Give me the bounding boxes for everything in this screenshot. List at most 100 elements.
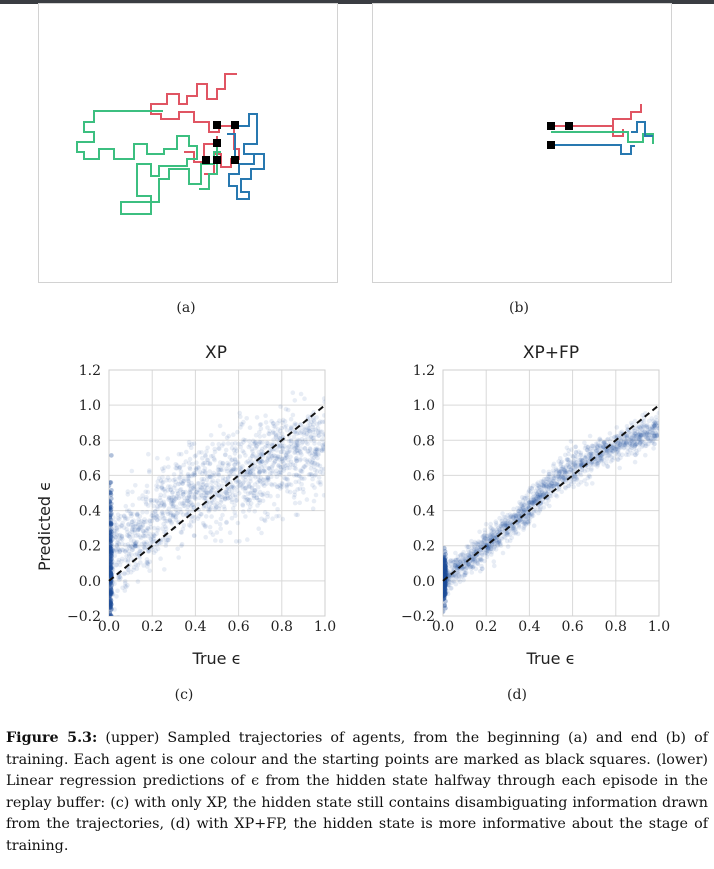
scatter-point xyxy=(539,487,544,492)
scatter-point xyxy=(109,498,112,504)
scatter-point xyxy=(317,419,323,424)
scatter-point xyxy=(279,449,284,454)
scatter-point xyxy=(494,538,500,543)
scatter-point xyxy=(176,491,181,496)
scatter-point xyxy=(510,516,515,521)
scatter-point xyxy=(203,490,208,495)
scatter-point xyxy=(587,451,592,457)
scatter-point xyxy=(208,474,213,480)
scatter-point xyxy=(109,600,113,606)
scatter-point xyxy=(633,435,638,441)
scatter-point xyxy=(443,599,448,604)
scatter-point xyxy=(556,486,562,492)
scatter-point xyxy=(572,477,577,482)
x-tick-label: 0.8 xyxy=(605,619,627,635)
scatter-point xyxy=(572,453,578,458)
scatter-point xyxy=(212,457,217,463)
scatter-point xyxy=(471,546,477,552)
scatter-point xyxy=(179,541,185,547)
scatter-point xyxy=(133,541,139,547)
scatter-point xyxy=(632,431,638,436)
scatter-point xyxy=(119,534,125,539)
scatter-point xyxy=(291,434,297,440)
scatter-point xyxy=(236,480,241,485)
scatter-point xyxy=(543,482,548,487)
scatter-point xyxy=(593,459,598,465)
scatter-point xyxy=(640,412,645,418)
scatter-point xyxy=(551,475,557,481)
blue-agent-trajectory-2 xyxy=(631,121,653,137)
scatter-point xyxy=(230,484,236,490)
scatter-point xyxy=(566,460,571,465)
scatter-point xyxy=(504,538,510,544)
scatter-point xyxy=(117,574,122,580)
scatter-point xyxy=(443,572,448,577)
scatter-point xyxy=(109,553,113,559)
scatter-point xyxy=(514,516,520,522)
scatter-point xyxy=(246,444,251,450)
scatter-point xyxy=(644,424,650,429)
scatter-point xyxy=(645,432,651,437)
scatter-point xyxy=(177,487,183,493)
scatter-point xyxy=(180,489,186,495)
scatter-point xyxy=(456,569,461,574)
scatter-point xyxy=(285,451,290,456)
scatter-point xyxy=(144,519,149,524)
scatter-point xyxy=(311,417,316,423)
scatter-point xyxy=(120,548,126,553)
scatter-point xyxy=(631,439,637,445)
y-tick-label: 0.2 xyxy=(413,539,435,555)
scatter-point xyxy=(109,589,114,594)
scatter-point xyxy=(602,448,608,453)
scatter-point xyxy=(538,494,543,499)
scatter-point xyxy=(287,489,293,495)
scatter-point xyxy=(129,552,134,557)
scatter-point xyxy=(494,530,499,535)
scatter-point xyxy=(322,431,325,437)
scatter-point xyxy=(257,489,263,495)
scatter-point xyxy=(453,581,459,587)
scatter-point xyxy=(553,466,559,471)
scatter-point xyxy=(458,552,464,558)
scatter-point xyxy=(546,498,551,503)
scatter-point xyxy=(109,549,112,555)
scatter-point xyxy=(177,506,183,512)
scatter-point xyxy=(109,597,113,602)
scatter-point xyxy=(519,506,525,511)
scatter-point xyxy=(190,502,195,507)
scatter-point xyxy=(502,522,507,528)
scatter-point xyxy=(218,460,223,465)
scatter-point xyxy=(460,552,466,558)
scatter-point xyxy=(137,555,143,560)
scatter-point xyxy=(233,441,238,446)
scatter-point xyxy=(112,607,117,612)
scatter-point xyxy=(628,436,634,441)
scatter-point xyxy=(629,439,634,444)
scatter-point xyxy=(443,560,447,565)
scatter-point xyxy=(468,548,474,554)
scatter-point xyxy=(443,582,447,588)
scatter-point xyxy=(467,554,473,559)
scatter-point xyxy=(601,444,606,450)
scatter-point xyxy=(646,441,651,447)
scatter-point xyxy=(204,457,210,463)
scatter-point xyxy=(109,511,114,516)
scatter-point xyxy=(201,496,207,501)
plot-area: 0.0 0.2 0.4 0.6 0.8 1.0−0.20.00.20.40.60.81.0… xyxy=(67,363,336,635)
scatter-point xyxy=(141,533,146,538)
scatter-point xyxy=(472,539,478,545)
scatter-point xyxy=(109,554,113,559)
scatter-point xyxy=(270,453,275,459)
scatter-point xyxy=(206,474,212,480)
scatter-point xyxy=(294,442,300,448)
scatter-point xyxy=(513,515,519,521)
scatter-point xyxy=(129,468,135,474)
scatter-point xyxy=(600,445,605,450)
scatter-point xyxy=(223,447,229,453)
scatter-point xyxy=(284,465,290,471)
scatter-point xyxy=(109,600,113,605)
scatter-point xyxy=(443,593,447,598)
scatter-point xyxy=(151,536,156,542)
scatter-point xyxy=(150,515,156,521)
scatter-point xyxy=(289,444,295,450)
